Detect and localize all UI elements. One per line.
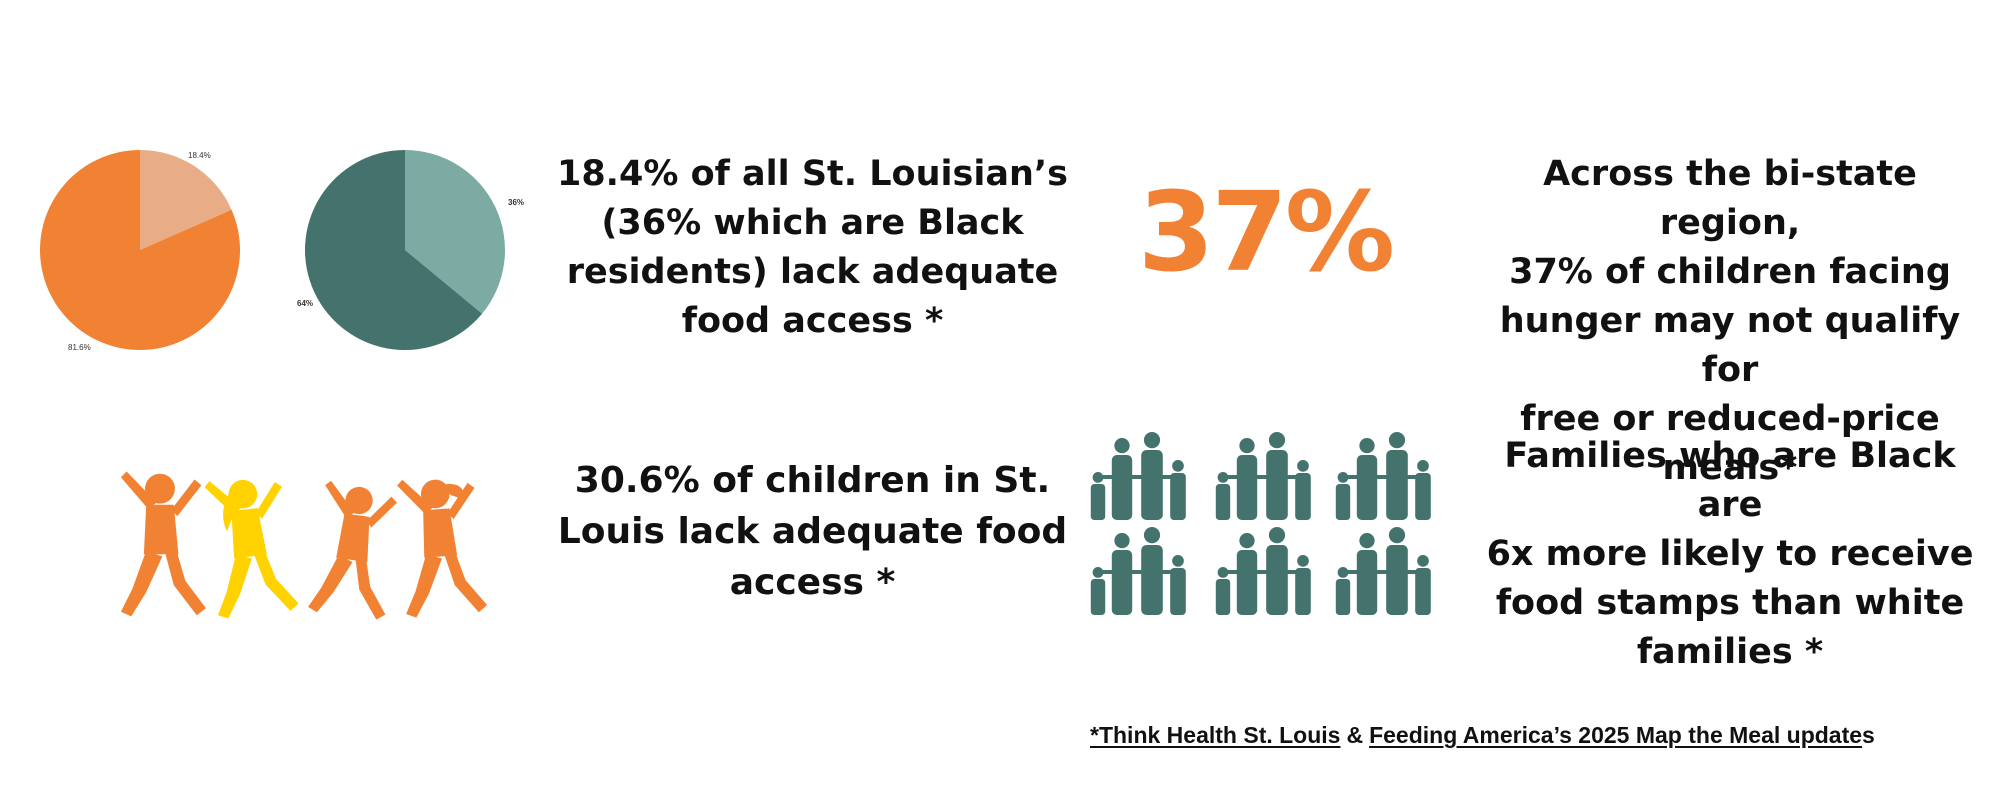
pie-slice (405, 150, 505, 314)
family-group-icon (1335, 527, 1431, 615)
source-think-health-link[interactable]: *Think Health St. Louis (1090, 722, 1341, 748)
stat-children-food-access: 30.6% of children in St. Louis lack adeq… (557, 460, 1068, 603)
big-percent-figure: 37% (1137, 168, 1395, 296)
pie-slice (305, 150, 483, 350)
pie-slice (140, 150, 232, 250)
sources-footnote: *Think Health St. Louis & Feeding America’… (1090, 722, 1970, 749)
sources-tail: s (1862, 722, 1875, 748)
running-children-illustration (120, 471, 488, 622)
pie-chart-all-residents: 18.4% 81.6% (39, 150, 240, 352)
stat-food-stamps: Families who are Black are 6x more likel… (1486, 436, 1974, 672)
family-group-icon (1090, 432, 1186, 520)
source-feeding-america-link[interactable]: Feeding America’s 2025 Map the Meal upda… (1369, 722, 1863, 748)
family-group-icon (1335, 432, 1431, 520)
running-child-icon (120, 471, 206, 617)
running-girl-icon (203, 473, 300, 620)
families-illustration (1090, 432, 1431, 615)
family-group-icon (1090, 527, 1186, 615)
pie-slice-label: 64% (297, 299, 313, 308)
sources-ampersand: & (1346, 722, 1364, 748)
stat-all-residents-food-access: 18.4% of all St. Louisian’s (36% which a… (556, 154, 1069, 341)
stat-region-children-meals: Across the bi-state region, 37% of child… (1499, 154, 1961, 488)
running-boy-icon (307, 479, 403, 622)
family-group-icon (1215, 432, 1311, 520)
pie-slice (39, 150, 240, 350)
pie-slice-label: 81.6% (68, 343, 91, 352)
pie-slice-label: 18.4% (188, 151, 211, 160)
family-group-icon (1215, 527, 1311, 615)
running-girl-icon (396, 474, 488, 619)
pie-slice-label: 36% (508, 198, 524, 207)
pie-chart-black-residents: 36% 64% (297, 150, 524, 350)
